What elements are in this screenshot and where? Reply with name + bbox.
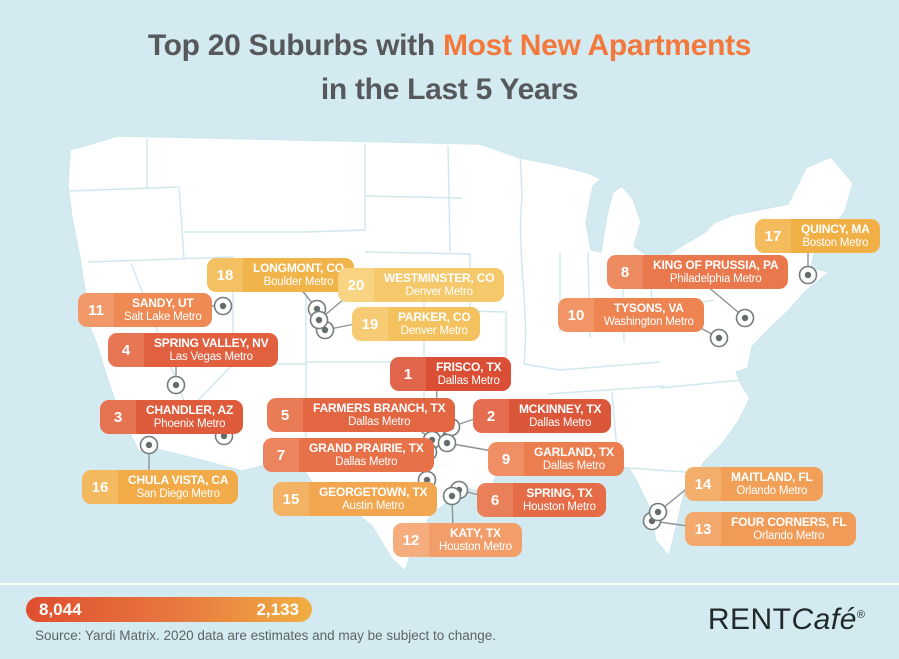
location-marker bbox=[648, 502, 668, 522]
location-marker bbox=[735, 308, 755, 328]
source-note: Source: Yardi Matrix. 2020 data are esti… bbox=[35, 628, 497, 643]
location-marker bbox=[441, 417, 461, 437]
location-marker bbox=[309, 310, 329, 330]
title-highlight: Most New Apartments bbox=[442, 29, 752, 62]
title-line-2: in the Last 5 Years bbox=[320, 73, 579, 106]
legend-max-value: 8,044 bbox=[39, 599, 82, 619]
logo-cafe: Café bbox=[791, 603, 857, 636]
page-title: Top 20 Suburbs with Most New Apartments … bbox=[0, 24, 899, 112]
logo-registered-mark: ® bbox=[856, 609, 865, 621]
location-marker bbox=[798, 265, 818, 285]
location-marker bbox=[139, 435, 159, 455]
title-prefix: Top 20 Suburbs with bbox=[147, 29, 443, 62]
footer-divider bbox=[0, 583, 899, 585]
us-land-shape bbox=[67, 135, 854, 572]
location-marker bbox=[442, 486, 462, 506]
location-marker bbox=[214, 426, 234, 446]
location-marker bbox=[213, 296, 233, 316]
logo-rent: RENT bbox=[707, 603, 792, 636]
title-line-1: Top 20 Suburbs with Most New Apartments bbox=[0, 24, 899, 68]
location-marker bbox=[437, 433, 457, 453]
location-marker bbox=[417, 470, 437, 490]
rentcafe-logo: RENTCafé® bbox=[708, 603, 865, 637]
location-marker bbox=[418, 442, 438, 462]
location-marker bbox=[166, 375, 186, 395]
legend-min-value: 2,133 bbox=[256, 599, 299, 619]
location-marker bbox=[709, 328, 729, 348]
legend-gradient-bar: 8,044 2,133 bbox=[26, 597, 312, 622]
